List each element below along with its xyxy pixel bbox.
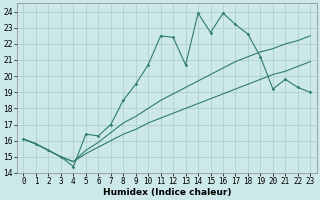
X-axis label: Humidex (Indice chaleur): Humidex (Indice chaleur) xyxy=(103,188,231,197)
